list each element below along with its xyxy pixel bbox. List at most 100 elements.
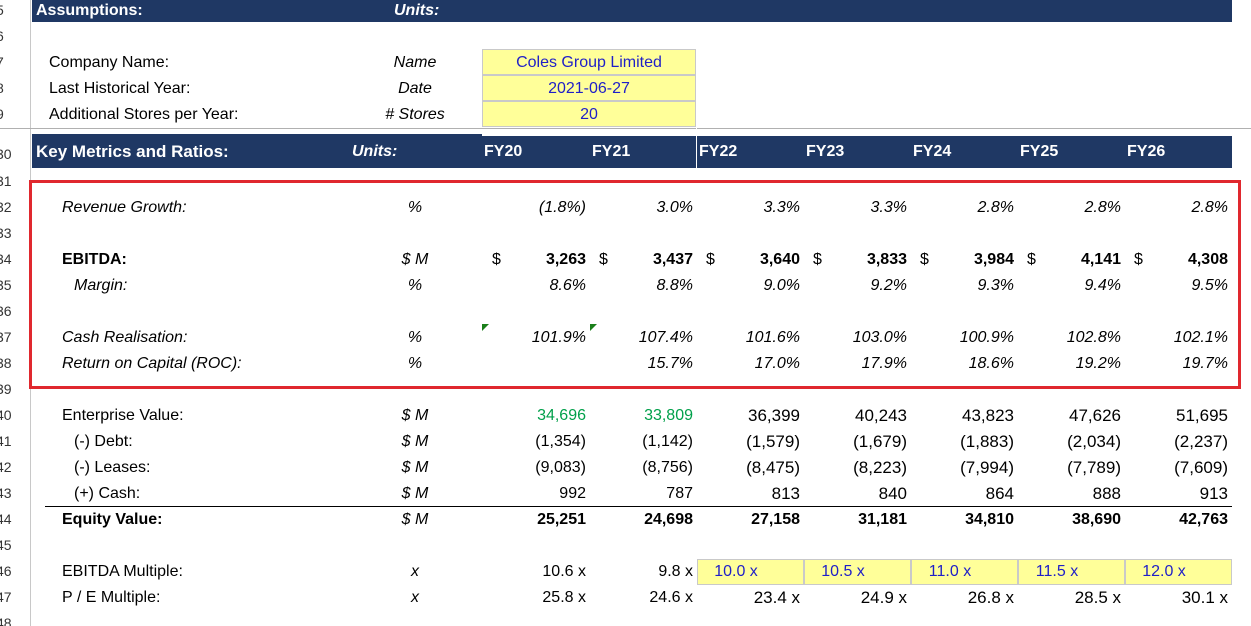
ebitda-multiple-fy26-input[interactable]: [1125, 559, 1232, 585]
additional-stores-value[interactable]: 20: [580, 106, 598, 123]
row-number: 32: [0, 199, 12, 215]
equity-value-unit: $ M: [401, 511, 429, 528]
row-number: 31: [0, 173, 12, 189]
last-historical-year-value[interactable]: 2021-06-27: [548, 80, 630, 97]
debt-value-fy25: (2,034): [1067, 432, 1121, 451]
cash-realisation-value-fy22: 101.6%: [745, 329, 800, 346]
enterprise-value-unit: $ M: [401, 407, 429, 424]
year-header-fy23: FY23: [806, 143, 845, 160]
revenue-growth-label: Revenue Growth:: [62, 199, 187, 216]
leases-label: (-) Leases:: [74, 459, 151, 476]
row-number: 42: [0, 459, 12, 475]
enterprise-value-label: Enterprise Value:: [62, 407, 184, 424]
equity-value-label: Equity Value:: [62, 511, 163, 528]
year-header-fy21: FY21: [592, 143, 631, 160]
ebitda-multiple-fy24-input[interactable]: [911, 559, 1018, 585]
ebitda-multiple-unit: x: [411, 563, 419, 580]
cash-realisation-value-fy25: 102.8%: [1066, 329, 1121, 346]
cash-realisation-value-fy20: 101.9%: [531, 329, 586, 346]
margin-value-fy22: 9.0%: [763, 277, 800, 294]
debt-value-fy20: (1,354): [535, 433, 586, 450]
margin-label: Margin:: [74, 277, 128, 294]
roc-label: Return on Capital (ROC):: [62, 355, 242, 372]
equity-value-value-fy21: 24,698: [644, 511, 693, 528]
cash-value-fy21: 787: [666, 485, 693, 502]
margin-value-fy20: 8.6%: [549, 277, 586, 294]
header-top-rule: [482, 134, 1232, 136]
debt-value-fy21: (1,142): [642, 433, 693, 450]
cash-label: (+) Cash:: [74, 485, 141, 502]
ebitda-multiple-value-fy21: 9.8 x: [658, 563, 693, 580]
row-number: 43: [0, 485, 12, 501]
pe-multiple-value-fy21: 24.6 x: [649, 589, 693, 606]
roc-value-fy26: 19.7%: [1182, 355, 1228, 372]
ebitda-currency-fy24: $: [920, 251, 929, 268]
ebitda-multiple-fy22-input[interactable]: [697, 559, 804, 585]
ebitda-currency-fy23: $: [813, 251, 822, 268]
company-name-label: Company Name:: [49, 54, 170, 71]
equity-value-value-fy25: 38,690: [1072, 511, 1121, 528]
equity-value-border: [45, 506, 1232, 507]
company-name-value[interactable]: Coles Group Limited: [516, 54, 662, 71]
enterprise-value-value-fy24: 43,823: [962, 406, 1014, 425]
additional-stores-input[interactable]: [482, 101, 696, 127]
metrics-title: Key Metrics and Ratios:: [36, 142, 229, 161]
last-historical-year-input[interactable]: [482, 75, 696, 101]
roc-unit: %: [407, 355, 423, 372]
row-number: 46: [0, 563, 12, 579]
ebitda-value-fy22: 3,640: [759, 251, 800, 268]
leases-value-fy24: (7,994): [960, 458, 1014, 477]
leases-unit: $ M: [401, 459, 429, 476]
row-number: 5: [0, 0, 26, 23]
cash-value-fy23: 840: [878, 484, 907, 503]
row-number: 6: [0, 23, 26, 49]
cash-realisation-value-fy23: 103.0%: [852, 329, 907, 346]
comment-indicator: [482, 324, 489, 331]
revenue-growth-value-fy21: 3.0%: [656, 199, 693, 216]
header-year-divider: [696, 128, 697, 168]
row-number: 9: [0, 101, 26, 127]
ebitda-multiple-value-fy24: 11.0 x: [928, 563, 972, 580]
margin-value-fy24: 9.3%: [977, 277, 1014, 294]
additional-stores-unit: # Stores: [385, 106, 445, 123]
ebitda-multiple-value-fy25: 11.5 x: [1035, 563, 1079, 580]
row-number: 30: [0, 146, 12, 162]
company-name-input[interactable]: [482, 49, 696, 75]
row-number: 36: [0, 303, 12, 319]
assumptions-title: Assumptions:: [36, 2, 143, 19]
ebitda-currency-fy26: $: [1134, 251, 1143, 268]
enterprise-value-value-fy22: 36,399: [748, 406, 800, 425]
ebitda-value-fy24: 3,984: [973, 251, 1014, 268]
cash-realisation-value-fy24: 100.9%: [959, 329, 1014, 346]
cash-realisation-value-fy21: 107.4%: [638, 329, 693, 346]
roc-value-fy24: 18.6%: [968, 355, 1014, 372]
revenue-growth-value-fy20: (1.8%): [538, 199, 586, 216]
company-name-unit: Name: [393, 54, 437, 71]
row-number: 7: [0, 49, 26, 75]
roc-value-fy20: [482, 351, 586, 377]
revenue-growth-value-fy25: 2.8%: [1084, 199, 1121, 216]
margin-value-fy26: 9.5%: [1191, 277, 1228, 294]
row-number: 44: [0, 511, 12, 527]
year-header-fy22: FY22: [699, 143, 738, 160]
ebitda-value-fy20: 3,263: [545, 251, 586, 268]
ebitda-value-fy26: 4,308: [1187, 251, 1228, 268]
equity-value-value-fy20: 25,251: [537, 511, 586, 528]
roc-value-fy21: 15.7%: [647, 355, 693, 372]
roc-value-fy23: 17.9%: [861, 355, 907, 372]
ebitda-multiple-value-fy22: 10.0 x: [714, 563, 758, 580]
last-historical-year-label: Last Historical Year:: [49, 80, 191, 97]
enterprise-value-value-fy26: 51,695: [1176, 406, 1228, 425]
leases-value-fy20: (9,083): [535, 459, 586, 476]
ebitda-multiple-fy25-input[interactable]: [1018, 559, 1125, 585]
cash-realisation-value-fy26: 102.1%: [1173, 329, 1228, 346]
ebitda-multiple-value-fy20: 10.6 x: [542, 563, 586, 580]
highlight-box: [29, 180, 1241, 389]
ebitda-multiple-fy23-input[interactable]: [804, 559, 911, 585]
ebitda-currency-fy22: $: [706, 251, 715, 268]
year-header-fy20: FY20: [484, 143, 523, 160]
cash-value-fy25: 888: [1092, 484, 1121, 503]
revenue-growth-value-fy23: 3.3%: [870, 199, 907, 216]
debt-value-fy23: (1,679): [853, 432, 907, 451]
pe-multiple-value-fy20: 25.8 x: [542, 589, 586, 606]
